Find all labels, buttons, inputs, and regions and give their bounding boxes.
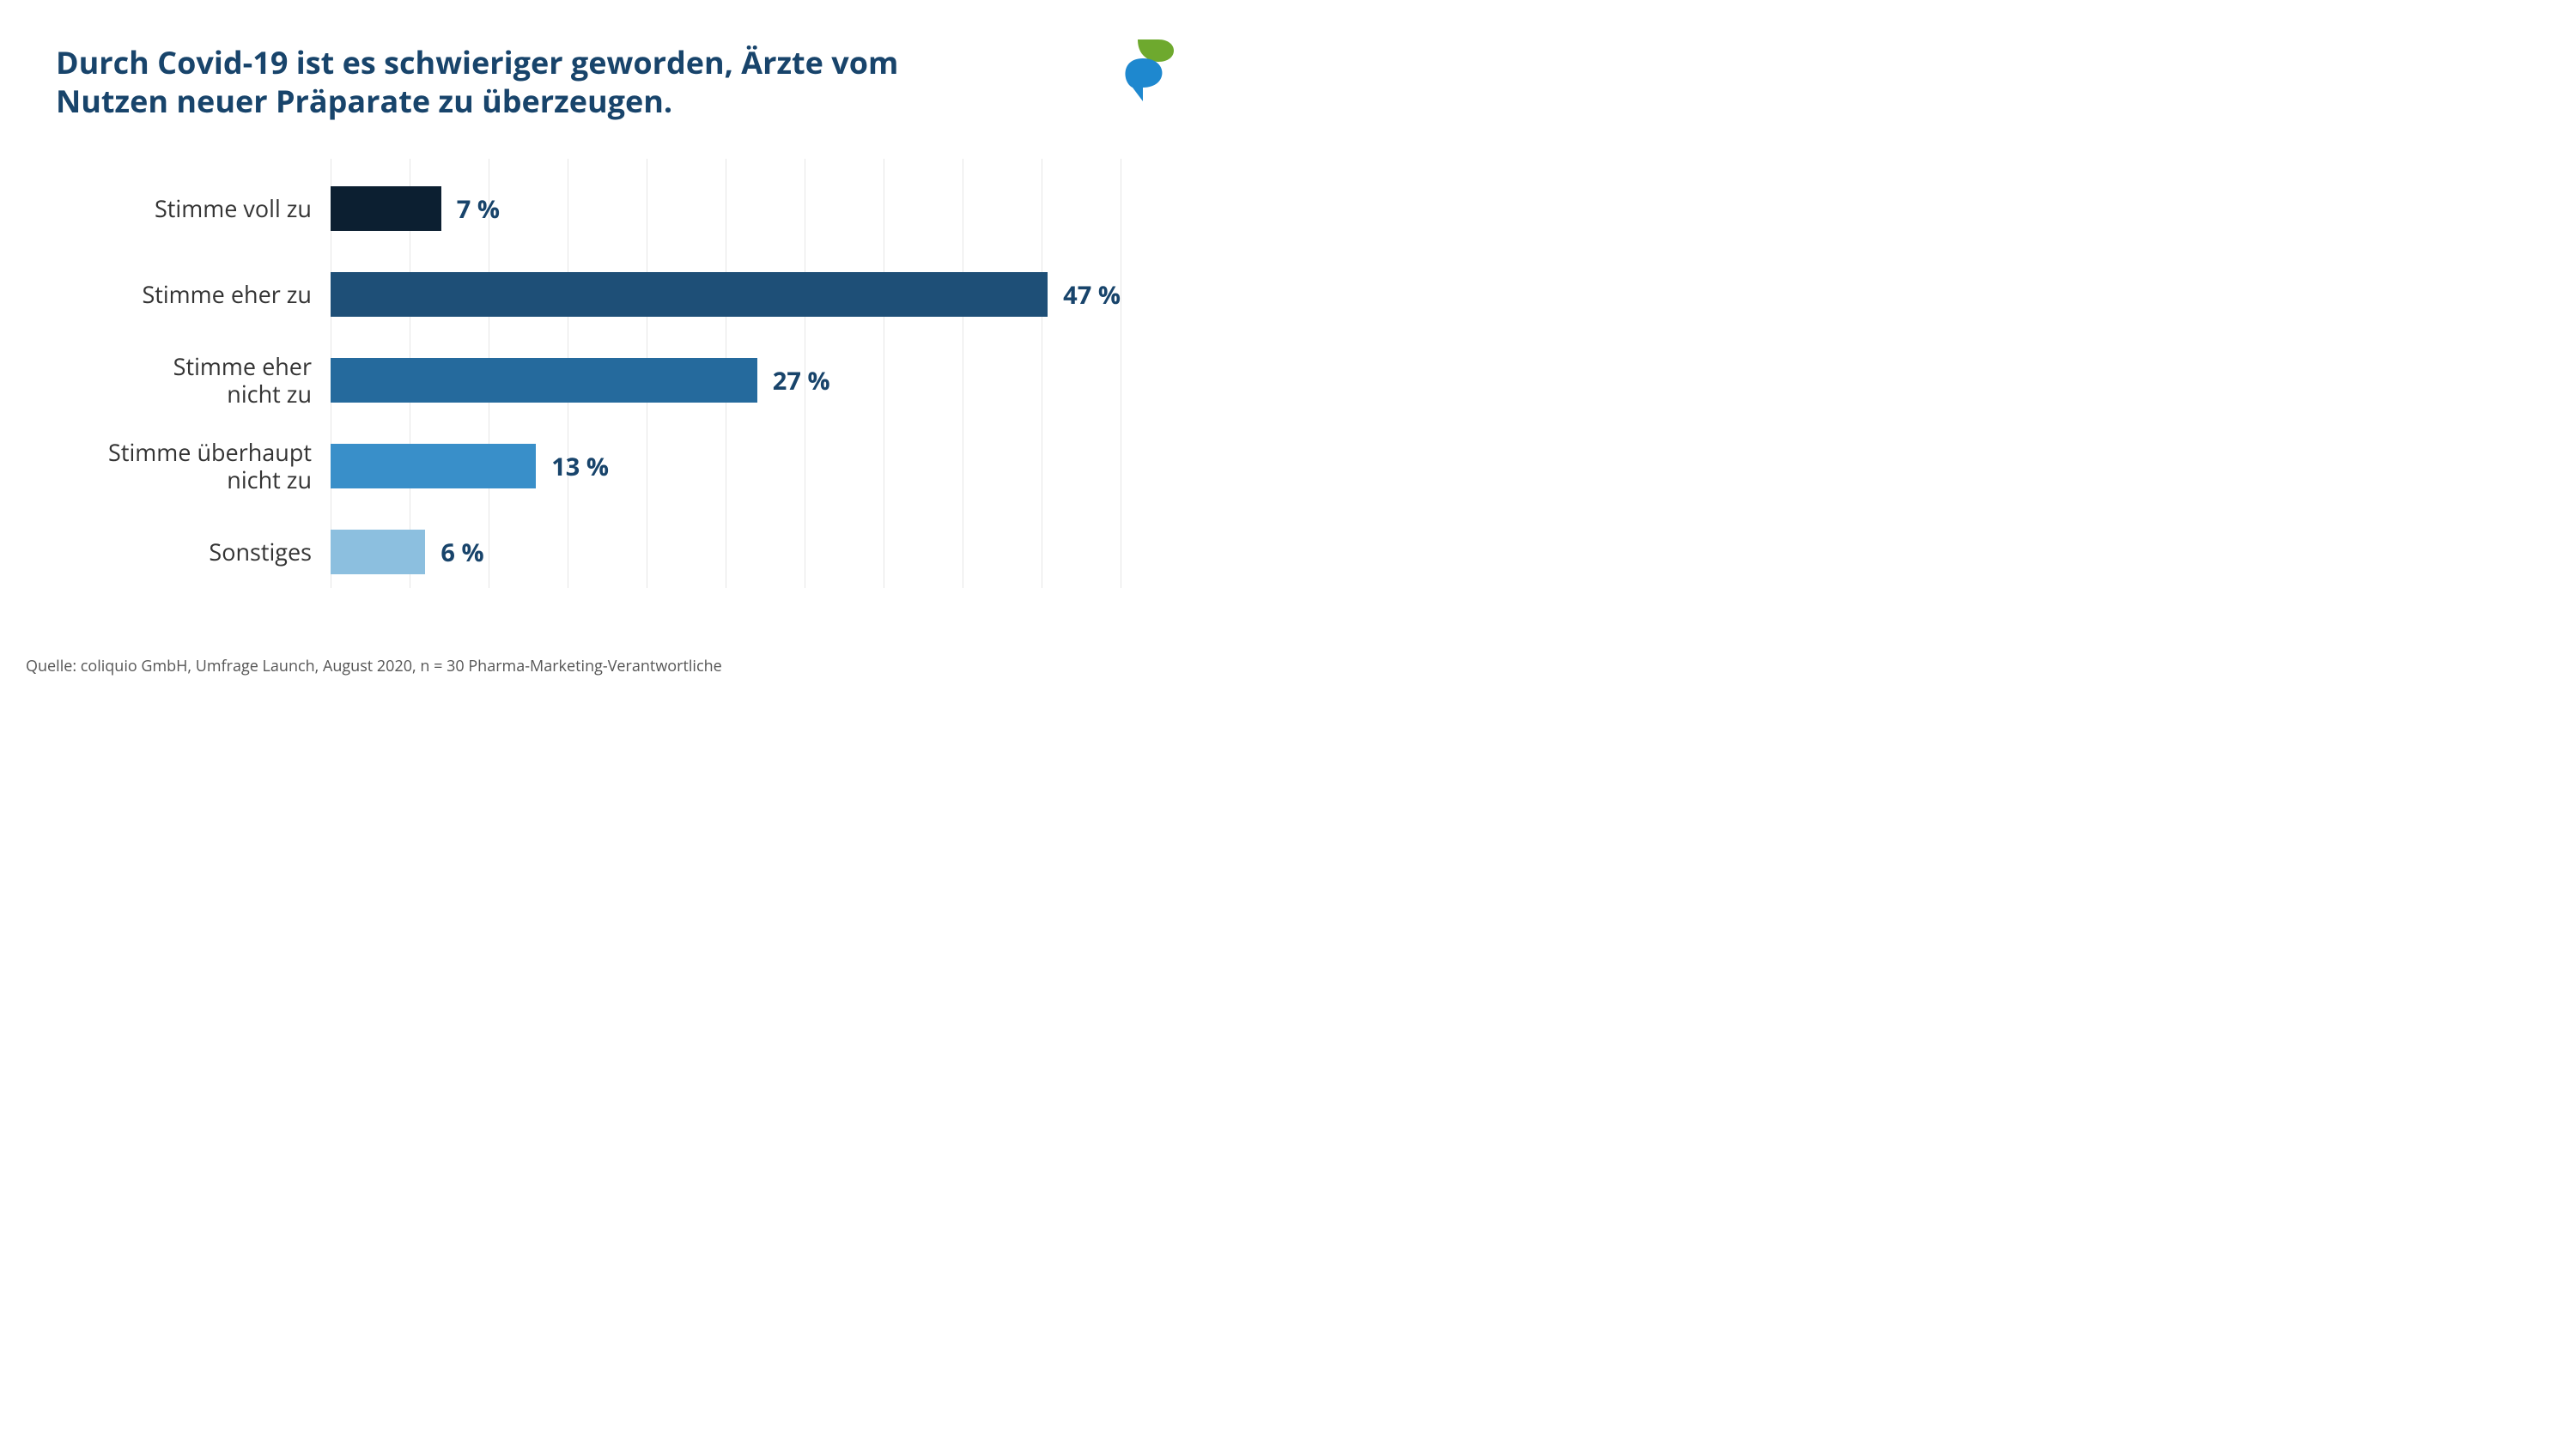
bar-row: Stimme eher zu 47 % (107, 252, 1121, 337)
bar-wrap: 6 % (331, 530, 1121, 574)
bar (331, 530, 425, 574)
source-caption: Quelle: coliquio GmbH, Umfrage Launch, A… (26, 656, 722, 676)
bar (331, 186, 441, 231)
bubble-icon (1125, 58, 1162, 101)
category-label: Stimme eher zu (107, 281, 331, 308)
category-label: Stimme überhauptnicht zu (107, 439, 331, 494)
value-label: 47 % (1063, 278, 1121, 312)
category-label: Stimme voll zu (107, 195, 331, 222)
bar-row: Stimme ehernicht zu 27 % (107, 337, 1121, 423)
bar-wrap: 7 % (331, 186, 1121, 231)
header: Durch Covid-19 ist es schwieriger geword… (56, 43, 1181, 120)
page-title: Durch Covid-19 ist es schwieriger geword… (56, 43, 957, 120)
value-label: 7 % (457, 192, 500, 226)
bar-row: Stimme überhauptnicht zu 13 % (107, 423, 1121, 509)
bar-wrap: 27 % (331, 358, 1121, 403)
category-label: Sonstiges (107, 538, 331, 566)
bar (331, 444, 536, 488)
value-label: 6 % (440, 536, 483, 569)
bar-wrap: 13 % (331, 444, 1121, 488)
bar-row: Stimme voll zu 7 % (107, 166, 1121, 252)
bar-wrap: 47 % (331, 272, 1121, 317)
bar (331, 272, 1048, 317)
category-label: Stimme ehernicht zu (107, 353, 331, 409)
brand-logo (1112, 38, 1181, 106)
value-label: 13 % (551, 450, 609, 483)
value-label: 27 % (773, 364, 830, 397)
bar-row: Sonstiges 6 % (107, 509, 1121, 595)
slide: Durch Covid-19 ist es schwieriger geword… (0, 0, 1236, 695)
bar-chart: Stimme voll zu7 %Stimme eher zu47 %Stimm… (107, 159, 1121, 622)
bar (331, 358, 757, 403)
